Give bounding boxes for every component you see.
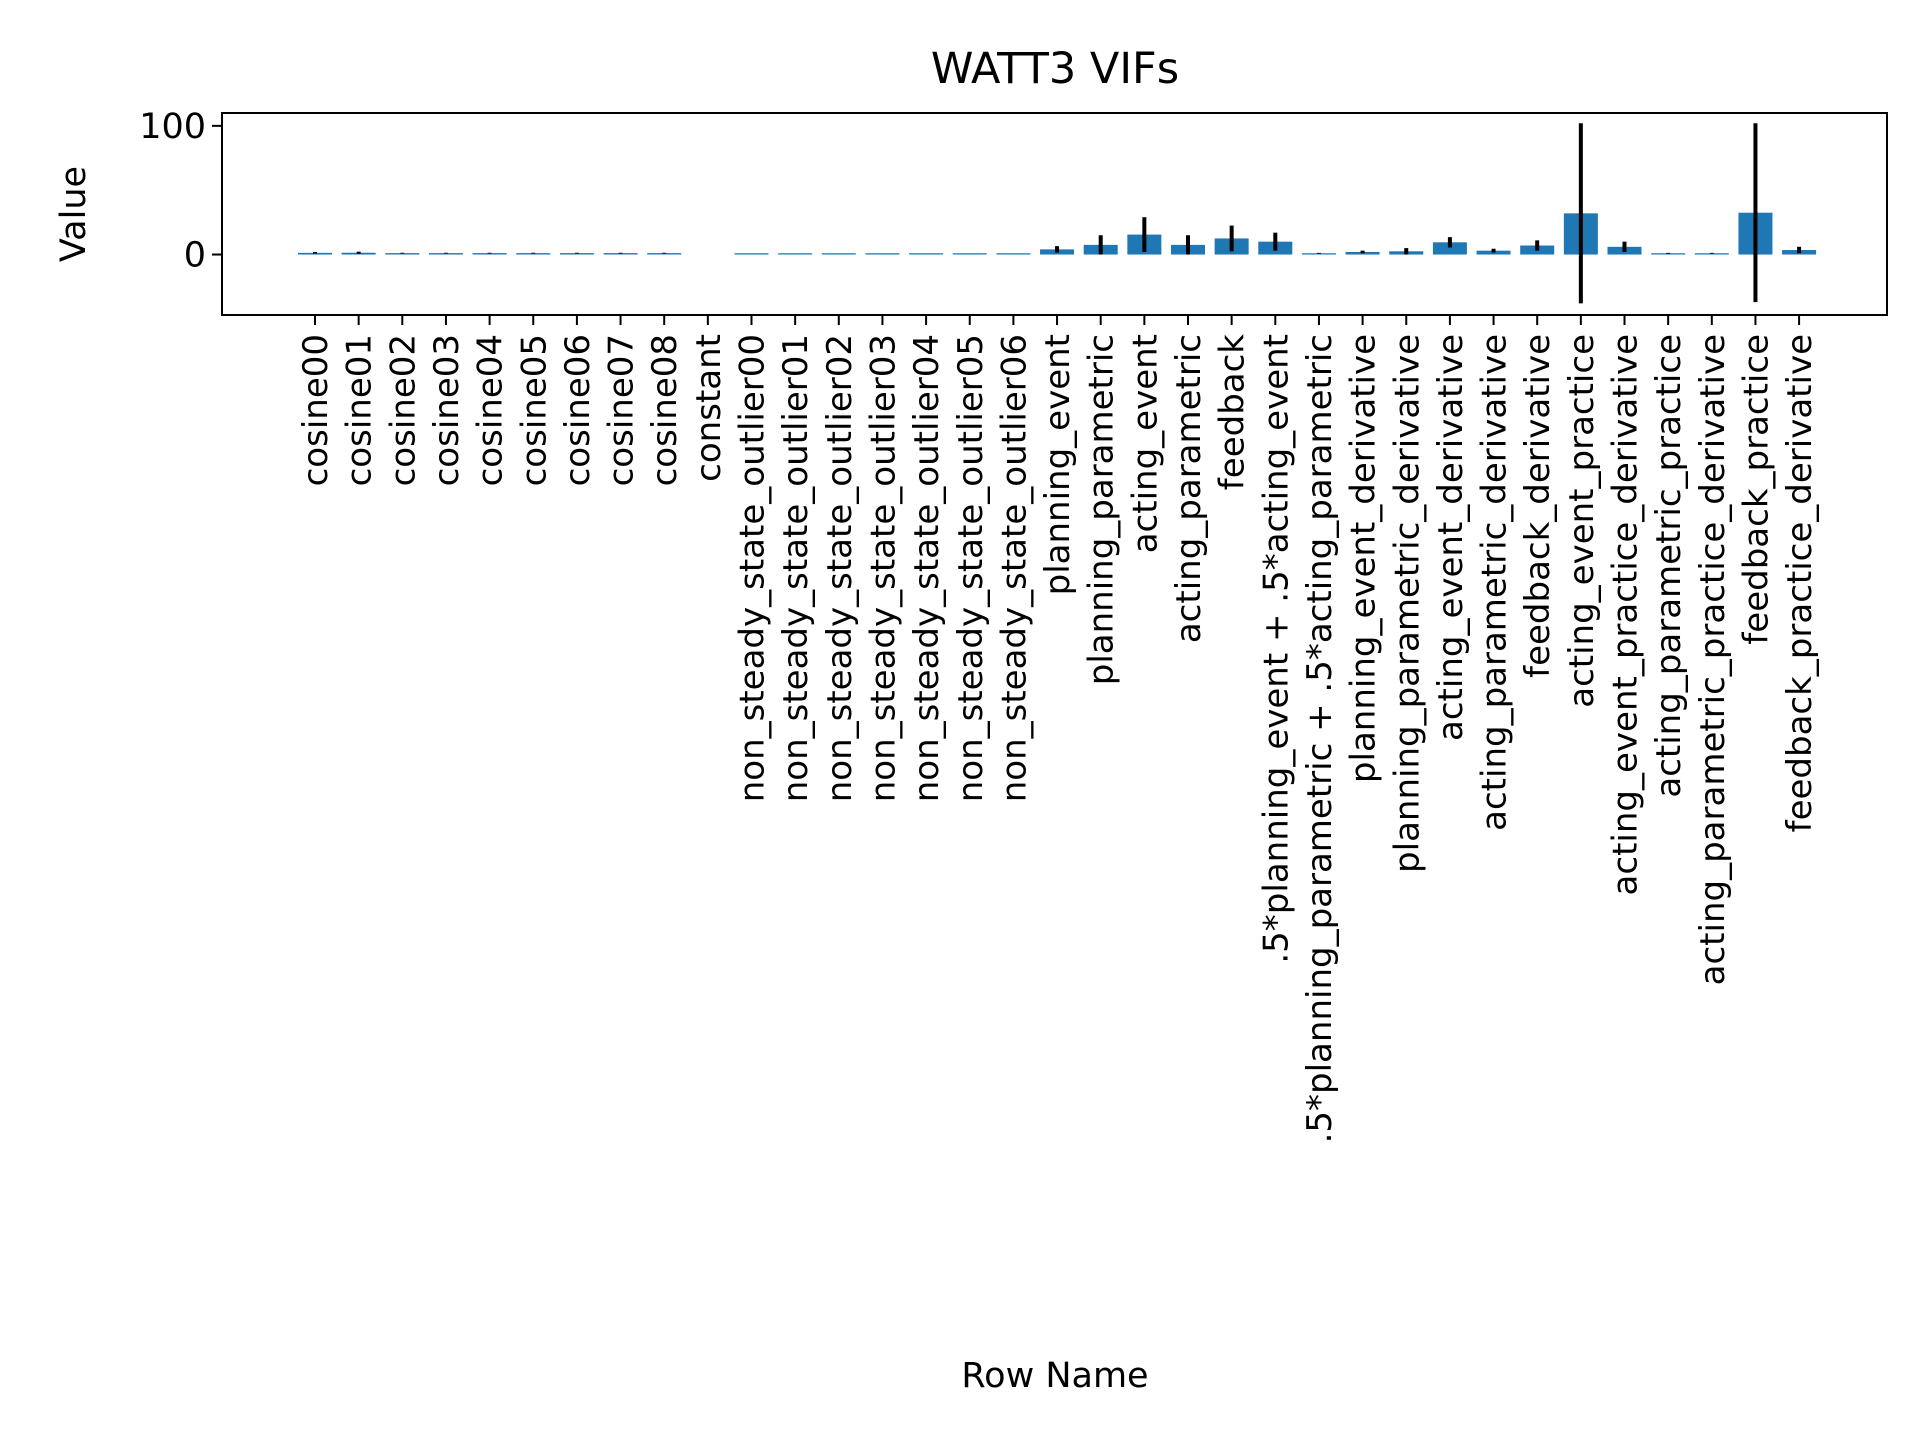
- plot-frame: [221, 112, 1888, 316]
- x-tick-label: planning_event: [1038, 334, 1078, 595]
- x-tick-label: feedback_practice_derivative: [1780, 334, 1820, 832]
- x-tick-label: acting_parametric_practice_derivative: [1693, 334, 1733, 985]
- bar: [1694, 253, 1729, 255]
- x-tick-label: acting_event_practice_derivative: [1606, 334, 1646, 895]
- bar: [952, 253, 987, 255]
- chart-title: WATT3 VIFs: [931, 44, 1179, 94]
- x-tick-label: non_steady_state_outlier05: [951, 334, 991, 802]
- x-tick-label: non_steady_state_outlier04: [907, 334, 947, 802]
- x-tick-label: .5*planning_parametric + .5*acting_param…: [1300, 334, 1340, 1143]
- x-tick-label: acting_event_practice: [1562, 334, 1602, 708]
- bar: [778, 253, 813, 255]
- x-tick-label: cosine08: [645, 334, 685, 486]
- x-tick-label: constant: [689, 334, 729, 482]
- x-tick-label: acting_parametric: [1169, 334, 1209, 643]
- x-tick-label: non_steady_state_outlier02: [820, 334, 860, 802]
- x-tick-label: non_steady_state_outlier00: [733, 334, 773, 802]
- x-tick-label: acting_event: [1125, 334, 1165, 553]
- x-tick-label: non_steady_state_outlier03: [863, 334, 903, 802]
- x-tick-label: .5*planning_event + .5*acting_event: [1256, 334, 1296, 964]
- bar: [865, 253, 900, 255]
- bar: [821, 253, 856, 255]
- y-tick-label: 0: [184, 236, 206, 276]
- bar: [385, 253, 420, 255]
- bar: [516, 253, 551, 255]
- bar: [603, 253, 638, 255]
- x-tick-label: feedback: [1213, 334, 1253, 490]
- bar: [734, 253, 769, 255]
- y-tick-label: 100: [139, 107, 206, 147]
- bar: [909, 253, 944, 255]
- bar: [996, 253, 1031, 255]
- x-tick-label: non_steady_state_outlier06: [994, 334, 1034, 802]
- x-tick-label: acting_parametric_practice: [1649, 334, 1689, 798]
- x-tick-label: cosine06: [558, 334, 598, 486]
- x-tick-label: feedback_derivative: [1518, 334, 1558, 678]
- x-tick-label: cosine00: [296, 334, 336, 486]
- bar: [1432, 242, 1467, 255]
- x-tick-label: acting_parametric_derivative: [1475, 334, 1515, 831]
- bar: [428, 253, 463, 255]
- x-tick-label: non_steady_state_outlier01: [776, 334, 816, 802]
- x-tick-label: cosine02: [383, 334, 423, 486]
- x-tick-label: cosine04: [471, 334, 511, 486]
- x-tick-label: feedback_practice: [1736, 334, 1776, 645]
- x-axis-label: Row Name: [961, 1356, 1148, 1396]
- plot-area: cosine00 cosine01 cosine02 cosine03 cosine04…: [139, 107, 1888, 1143]
- x-tick-label: planning_event_derivative: [1344, 334, 1384, 783]
- x-tick-label: cosine03: [427, 334, 467, 486]
- x-tick-label: planning_parametric_derivative: [1387, 334, 1427, 873]
- x-tick-label: cosine05: [514, 334, 554, 486]
- x-tick-label: cosine07: [602, 334, 642, 486]
- bar: [559, 253, 594, 255]
- bar: [1301, 253, 1336, 255]
- x-tick-label: planning_parametric: [1082, 334, 1122, 685]
- bar: [298, 252, 332, 255]
- x-tick-label: cosine01: [340, 334, 380, 486]
- bar: [647, 253, 682, 255]
- bar: [472, 253, 507, 255]
- bar: [1651, 253, 1686, 255]
- x-tick-label: acting_event_derivative: [1431, 334, 1471, 741]
- y-axis-label: Value: [54, 166, 94, 262]
